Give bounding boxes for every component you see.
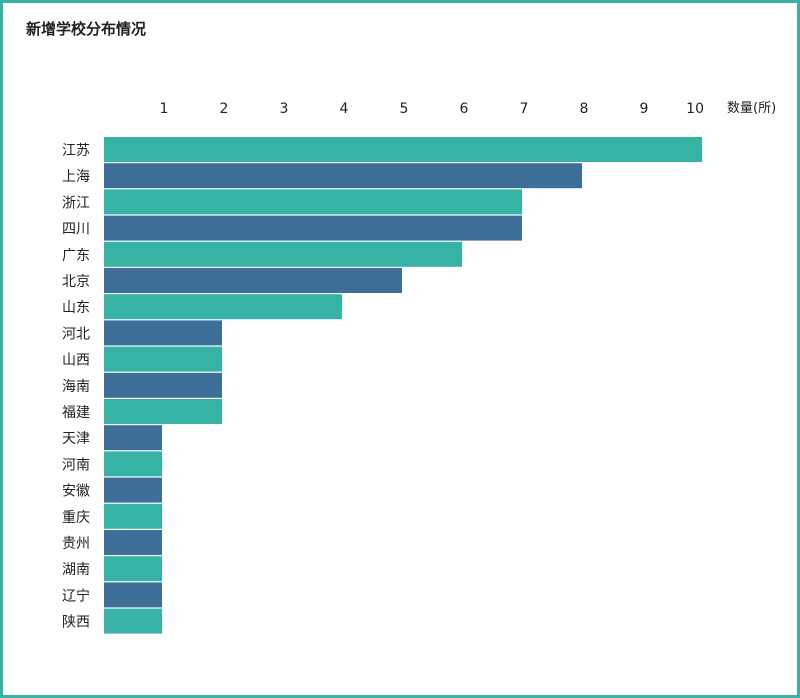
bar-四川: [104, 215, 522, 241]
bar-北京: [104, 268, 402, 293]
bar-贵州: [104, 530, 162, 555]
bar-湖南: [104, 556, 162, 582]
category-label: 河北: [62, 326, 90, 342]
bar-福建: [104, 399, 222, 424]
category-label: 河南: [62, 457, 90, 473]
category-label: 四川: [62, 222, 90, 238]
bar-山西: [104, 346, 222, 372]
x-axis-ticks: 1 2 3 4 5 6 7 8 9 10: [160, 101, 704, 117]
bar-安徽: [104, 477, 162, 503]
bar-陕西: [104, 608, 162, 634]
category-label: 山东: [62, 300, 90, 316]
category-label: 福建: [62, 405, 90, 421]
category-label: 安徽: [62, 484, 90, 500]
bars: [104, 137, 702, 634]
x-tick-label: 2: [220, 101, 229, 117]
category-label: 重庆: [62, 510, 90, 526]
category-label: 辽宁: [62, 587, 90, 604]
bar-江苏: [104, 137, 702, 162]
category-label: 北京: [62, 274, 90, 290]
x-tick-label: 4: [340, 101, 349, 117]
category-label: 湖南: [62, 562, 90, 578]
category-label: 江苏: [62, 143, 90, 159]
x-tick-label: 7: [520, 101, 529, 117]
bar-广东: [104, 241, 462, 267]
bar-上海: [104, 163, 582, 189]
bar-浙江: [104, 189, 522, 215]
category-label: 广东: [62, 248, 90, 264]
category-label: 山西: [62, 353, 90, 369]
x-tick-label: 8: [580, 101, 589, 117]
bar-天津: [104, 425, 162, 451]
category-label: 上海: [62, 169, 90, 185]
bar-山东: [104, 294, 342, 320]
category-label: 贵州: [62, 536, 90, 552]
category-label: 天津: [62, 431, 90, 447]
x-tick-label: 6: [460, 101, 469, 117]
bar-辽宁: [104, 582, 162, 608]
category-label: 浙江: [62, 195, 90, 211]
x-tick-label: 10: [686, 101, 704, 117]
x-tick-label: 3: [280, 101, 289, 117]
bar-河北: [104, 320, 222, 346]
chart-title: 新增学校分布情况: [26, 20, 147, 38]
bar-河南: [104, 451, 162, 477]
category-label: 陕西: [62, 615, 90, 631]
category-label: 海南: [62, 379, 90, 395]
bar-重庆: [104, 503, 162, 529]
x-tick-label: 1: [160, 101, 169, 117]
bar-海南: [104, 372, 222, 398]
x-axis-unit-label: 数量(所): [727, 101, 776, 116]
x-tick-label: 5: [400, 101, 409, 117]
x-tick-label: 9: [640, 101, 649, 117]
